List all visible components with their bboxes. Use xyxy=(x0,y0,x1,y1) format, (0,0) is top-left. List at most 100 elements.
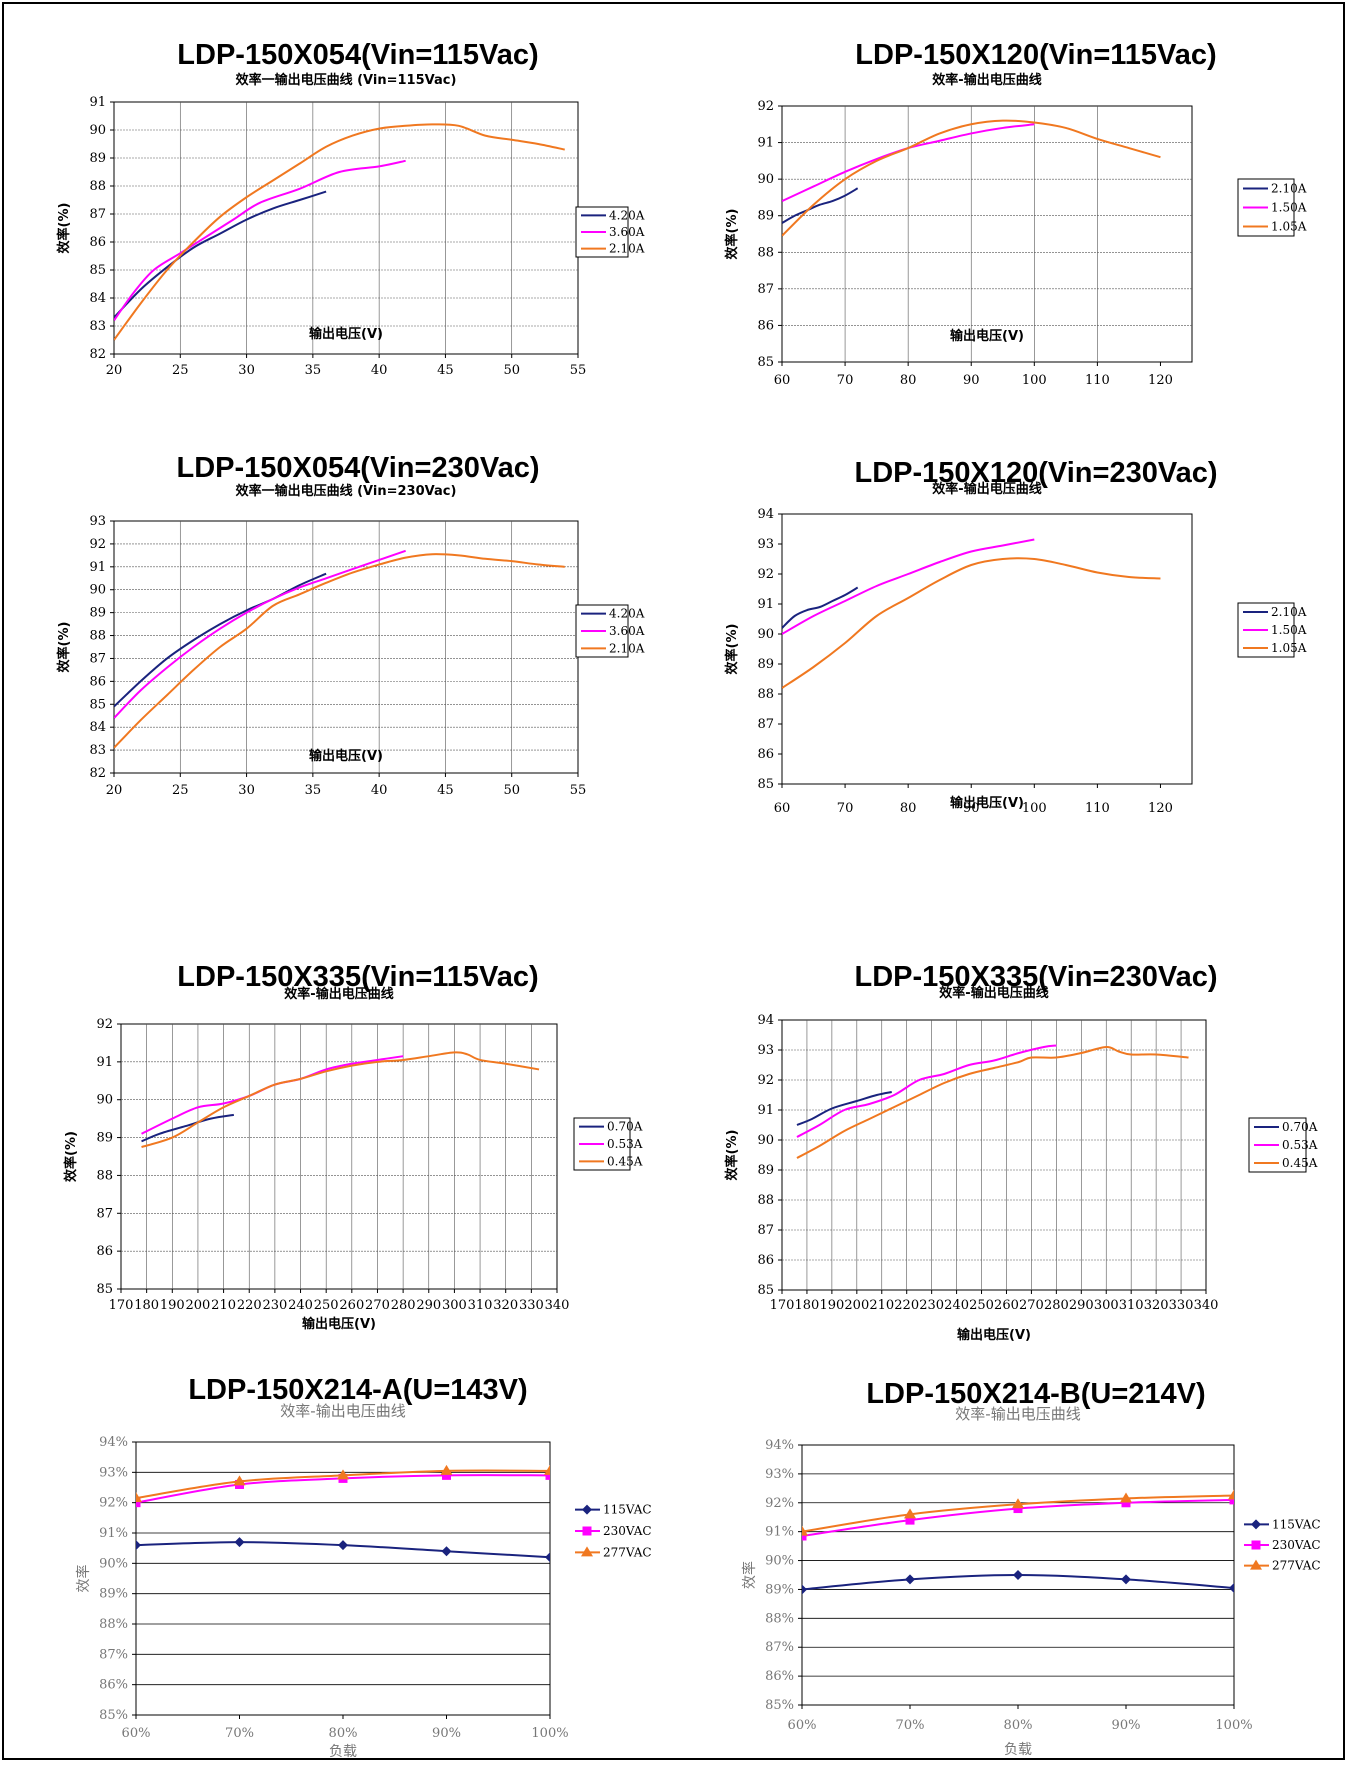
x-tick-label: 320 xyxy=(493,1298,518,1313)
x-tick-label: 55 xyxy=(570,783,587,798)
y-tick-label: 89 xyxy=(89,606,106,621)
x-axis-label: 输出电压(V) xyxy=(309,748,383,764)
x-tick-label: 110 xyxy=(1085,801,1110,816)
legend-label: 0.45A xyxy=(607,1154,643,1168)
x-tick-label: 35 xyxy=(305,363,322,378)
legend-label: 0.53A xyxy=(607,1137,643,1151)
data-point xyxy=(234,1537,245,1548)
x-tick-label: 100 xyxy=(1022,801,1047,816)
y-tick-label: 87 xyxy=(757,1223,774,1238)
series-3.60A xyxy=(114,159,406,321)
y-tick-label: 85 xyxy=(89,263,106,278)
x-tick-label: 70% xyxy=(225,1726,254,1741)
plot-area xyxy=(113,520,579,774)
series-1.50A xyxy=(782,538,1035,635)
data-point xyxy=(545,1470,550,1480)
x-tick-label: 45 xyxy=(437,363,454,378)
x-tick-label: 340 xyxy=(1194,1298,1219,1313)
x-axis-label: 输出电压(V) xyxy=(950,328,1024,344)
x-tick-label: 270 xyxy=(1019,1298,1044,1313)
legend-label: 1.50A xyxy=(1271,623,1307,637)
x-tick-label: 100% xyxy=(531,1726,568,1741)
data-point xyxy=(1013,1570,1023,1580)
x-tick-label: 100 xyxy=(1022,373,1047,388)
series-0.70A xyxy=(796,1091,892,1126)
series-1.05A xyxy=(782,557,1161,689)
series-2.10A xyxy=(782,187,859,224)
y-tick-label: 91 xyxy=(757,597,774,612)
y-tick-label: 86% xyxy=(765,1669,794,1684)
plot-area xyxy=(781,105,1193,363)
y-tick-label: 87 xyxy=(757,717,774,732)
y-tick-label: 94 xyxy=(757,1013,774,1028)
series-line xyxy=(114,190,327,319)
series-0.53A xyxy=(796,1044,1057,1138)
y-tick-label: 94 xyxy=(757,507,774,522)
y-tick-label: 88 xyxy=(757,687,774,702)
chart-title: LDP-150X120(Vin=230Vac) xyxy=(855,457,1218,489)
x-tick-label: 55 xyxy=(570,363,587,378)
legend-label: 115VAC xyxy=(1272,1517,1321,1531)
y-tick-label: 89 xyxy=(757,657,774,672)
legend-label: 1.05A xyxy=(1271,220,1307,234)
y-tick-label: 82 xyxy=(89,347,106,362)
x-tick-label: 310 xyxy=(1119,1298,1144,1313)
y-tick-label: 91% xyxy=(765,1525,794,1540)
data-point xyxy=(441,1546,452,1557)
x-tick-label: 220 xyxy=(237,1298,262,1313)
legend-marker xyxy=(582,1504,592,1515)
chart-subtitle: 效率-输出电压曲线 xyxy=(284,986,393,1002)
data-point xyxy=(802,1584,807,1595)
x-tick-label: 90% xyxy=(1112,1718,1141,1733)
data-point xyxy=(905,1515,915,1525)
legend-label: 0.70A xyxy=(1282,1120,1318,1134)
y-tick-label: 85% xyxy=(765,1698,794,1713)
y-tick-label: 90 xyxy=(757,627,774,642)
legend-label: 1.50A xyxy=(1271,201,1307,215)
chart-title: LDP-150X214-A(U=143V) xyxy=(188,1374,527,1406)
data-point xyxy=(442,1470,451,1480)
series-line xyxy=(141,1051,540,1148)
series-0.70A xyxy=(141,1113,235,1143)
x-tick-label: 340 xyxy=(545,1298,570,1313)
data-point xyxy=(1229,1583,1234,1593)
y-tick-label: 84 xyxy=(89,291,106,306)
legend: 2.10A 1.50A 1.05A xyxy=(1237,602,1307,658)
y-tick-label: 92 xyxy=(757,1073,774,1088)
y-tick-label: 84 xyxy=(89,720,106,735)
data-point xyxy=(337,1469,349,1480)
data-point xyxy=(136,1540,141,1551)
y-axis-label: 效率(%) xyxy=(56,622,72,673)
x-tick-label: 20 xyxy=(106,783,123,798)
data-point xyxy=(136,1498,141,1508)
x-tick-label: 60% xyxy=(788,1718,817,1733)
series-line xyxy=(782,538,1035,635)
x-tick-label: 180 xyxy=(134,1298,159,1313)
x-tick-label: 300 xyxy=(442,1298,467,1313)
plot-area xyxy=(113,101,579,355)
y-tick-label: 86 xyxy=(757,747,774,762)
series-line xyxy=(782,187,859,224)
y-axis-label: 效率 xyxy=(75,1565,92,1593)
y-tick-label: 85 xyxy=(757,355,774,370)
chart-title: LDP-150X054(Vin=115Vac) xyxy=(177,39,538,71)
chart-title: LDP-150X335(Vin=115Vac) xyxy=(177,961,538,993)
y-tick-label: 87 xyxy=(96,1206,113,1221)
y-tick-label: 86 xyxy=(89,674,106,689)
y-tick-label: 85 xyxy=(757,777,774,792)
x-tick-label: 250 xyxy=(969,1298,994,1313)
data-point xyxy=(1121,1574,1131,1585)
x-tick-label: 230 xyxy=(262,1298,287,1313)
plot-area xyxy=(781,513,1193,785)
y-tick-label: 83 xyxy=(89,743,106,758)
chart-title: LDP-150X214-B(U=214V) xyxy=(866,1378,1205,1410)
x-tick-label: 290 xyxy=(1069,1298,1094,1313)
x-tick-label: 330 xyxy=(519,1298,544,1313)
x-tick-label: 100% xyxy=(1215,1718,1252,1733)
chart-svg: LDP-150X214-B(U=214V)效率-输出电压曲线 85% 86% 87% 8… xyxy=(741,1378,1321,1758)
data-point xyxy=(802,1531,807,1541)
y-axis-label: 效率(%) xyxy=(724,209,740,260)
y-tick-label: 86% xyxy=(99,1678,128,1693)
x-axis-label: 输出电压(V) xyxy=(302,1316,376,1332)
y-tick-label: 92 xyxy=(757,99,774,114)
